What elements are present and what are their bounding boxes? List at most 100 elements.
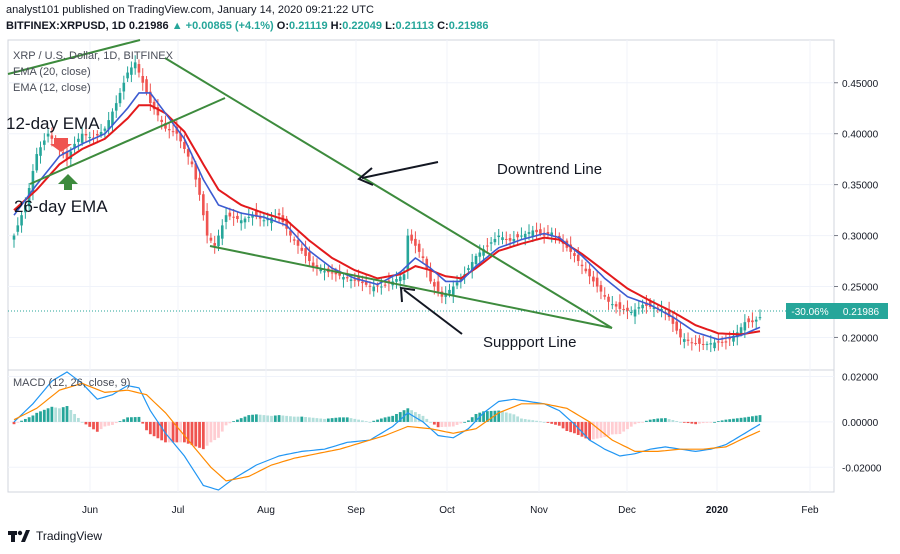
macd-histogram-bar xyxy=(46,408,50,422)
macd-histogram-bar xyxy=(448,421,451,427)
candle-body xyxy=(433,282,436,287)
macd-histogram-bar xyxy=(395,413,398,422)
symbol-line: BITFINEX:XRPUSD, 1D 0.21986 ▲ +0.00865 (… xyxy=(6,20,488,32)
up-arrow-icon: ▲ xyxy=(171,20,183,32)
candle-body xyxy=(539,229,542,234)
macd-histogram-bar xyxy=(467,420,470,422)
candle-body xyxy=(80,133,84,143)
candle-body xyxy=(228,212,232,217)
macd-histogram-bar xyxy=(141,421,145,424)
close-value: 0.21986 xyxy=(448,20,489,32)
candle-body xyxy=(728,338,732,340)
macd-histogram-bar xyxy=(451,421,455,427)
candle-body xyxy=(186,149,190,157)
macd-histogram-bar xyxy=(118,421,122,422)
candle-body xyxy=(202,194,205,216)
candle-body xyxy=(580,264,584,267)
candle-body xyxy=(137,64,141,73)
macd-histogram-bar xyxy=(20,420,23,422)
macd-histogram-bar xyxy=(383,417,387,422)
candle-body xyxy=(247,216,251,218)
macd-histogram-bar xyxy=(270,415,273,422)
macd-histogram-bar xyxy=(501,411,504,422)
candle-body xyxy=(289,230,292,236)
macd-histogram-bar xyxy=(417,413,421,422)
candle-body xyxy=(338,272,341,276)
candle-body xyxy=(486,245,489,247)
macd-histogram-bar xyxy=(84,421,88,425)
macd-histogram-bar xyxy=(391,415,395,422)
macd-histogram-bar xyxy=(656,418,660,422)
macd-histogram-bar xyxy=(739,417,743,422)
time-tick-label: Dec xyxy=(618,505,636,516)
candle-body xyxy=(77,138,80,142)
candle-body xyxy=(516,234,519,238)
candle-body xyxy=(16,225,20,232)
time-axis: Jun Jul Aug Sep Oct Nov Dec 2020 Feb xyxy=(82,505,819,516)
candle-body xyxy=(455,282,459,286)
candle-body xyxy=(584,268,588,272)
macd-axis: 0.02000 0.00000 -0.02000 xyxy=(842,373,882,475)
macd-histogram-bar xyxy=(23,418,27,422)
macd-histogram-bar xyxy=(607,421,610,436)
candle-body xyxy=(46,133,50,137)
macd-histogram-bar xyxy=(364,421,368,422)
macd-histogram-bar xyxy=(326,418,330,422)
macd-histogram-bar xyxy=(554,421,557,425)
macd-histogram-bar xyxy=(65,406,69,422)
candle-body xyxy=(679,328,682,338)
candle-body xyxy=(470,262,474,271)
macd-histogram-bar xyxy=(281,415,285,422)
macd-histogram-bar xyxy=(111,421,114,425)
macd-histogram-bar xyxy=(243,416,247,422)
candle-body xyxy=(675,321,678,331)
candle-body xyxy=(576,254,580,262)
legend-macd: MACD (12, 26, close, 9) xyxy=(13,377,130,389)
candle-body xyxy=(122,82,126,92)
macd-histogram-bar xyxy=(724,419,728,422)
candle-body xyxy=(599,285,603,292)
candle-body xyxy=(164,123,167,129)
macd-histogram-bar xyxy=(179,421,183,443)
macd-histogram-bar xyxy=(311,417,315,422)
macd-histogram-bar xyxy=(728,419,732,422)
macd-histogram-bar xyxy=(531,420,535,422)
macd-histogram-bar xyxy=(751,416,754,422)
macd-histogram-bar xyxy=(690,421,694,424)
macd-histogram-bar xyxy=(95,421,99,432)
footer-brand: TradingView xyxy=(36,529,103,543)
candle-body xyxy=(194,163,198,180)
price-tick-label: 0.30000 xyxy=(842,232,879,243)
time-tick-label: Jun xyxy=(82,505,98,516)
chart-canvas[interactable]: 0.45000 0.40000 0.35000 0.30000 0.25000 0.200… xyxy=(0,0,900,528)
candle-body xyxy=(73,143,76,149)
candle-body xyxy=(747,318,750,323)
price-tick-label: 0.40000 xyxy=(842,130,879,141)
macd-histogram-bar xyxy=(164,421,167,443)
macd-histogram-bar xyxy=(254,414,258,422)
candle-body xyxy=(84,134,88,136)
macd-histogram-bar xyxy=(35,412,39,422)
time-tick-label: Aug xyxy=(257,505,275,516)
candle-body xyxy=(345,277,349,279)
price-tick-label: 0.25000 xyxy=(842,283,879,294)
macd-histogram-bar xyxy=(133,417,137,422)
macd-histogram-bar xyxy=(626,421,629,430)
candle-body xyxy=(660,308,663,311)
candle-body xyxy=(489,242,493,244)
macd-histogram xyxy=(12,406,762,450)
macd-histogram-bar xyxy=(224,421,228,426)
macd-histogram-bar xyxy=(330,418,334,422)
macd-histogram-bar xyxy=(217,421,220,438)
macd-histogram-bar xyxy=(236,419,239,422)
candle-body xyxy=(504,238,508,240)
macd-histogram-bar xyxy=(50,406,54,422)
macd-histogram-bar xyxy=(406,408,410,422)
macd-histogram-bar xyxy=(482,411,485,422)
candle-body xyxy=(542,233,546,236)
candle-body xyxy=(349,279,353,282)
publish-line: analyst101 published on TradingView.com,… xyxy=(6,4,374,16)
macd-histogram-bar xyxy=(758,415,762,422)
candle-body xyxy=(686,339,690,341)
candle-body xyxy=(296,240,300,246)
